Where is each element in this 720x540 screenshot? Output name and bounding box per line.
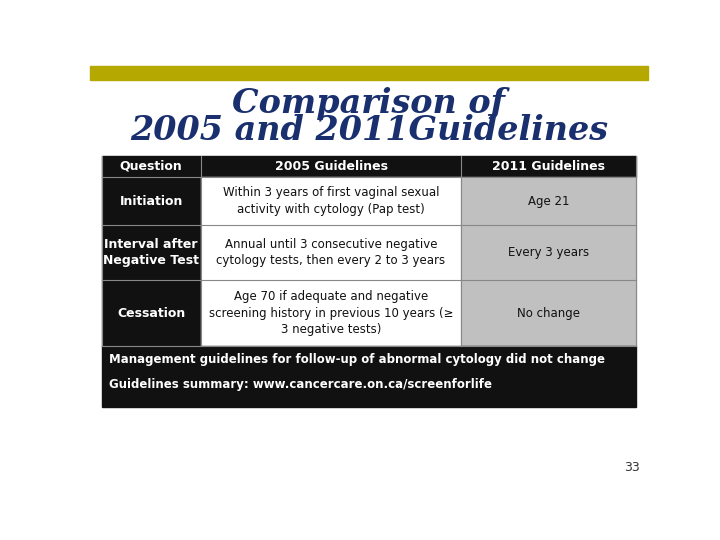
Text: Annual until 3 consecutive negative
cytology tests, then every 2 to 3 years: Annual until 3 consecutive negative cyto…: [217, 238, 446, 267]
Bar: [102, 346, 636, 408]
Text: Age 21: Age 21: [528, 194, 570, 207]
Text: Interval after
Negative Test: Interval after Negative Test: [103, 238, 199, 267]
Bar: [462, 280, 636, 346]
Text: Initiation: Initiation: [120, 194, 183, 207]
Text: Guidelines summary: www.cancercare.on.ca/screenforlife: Guidelines summary: www.cancercare.on.ca…: [109, 378, 492, 391]
Text: Question: Question: [120, 160, 183, 173]
Text: 2005 Guidelines: 2005 Guidelines: [274, 160, 387, 173]
Text: Cessation: Cessation: [117, 307, 185, 320]
Bar: [102, 156, 636, 177]
Text: Management guidelines for follow-up of abnormal cytology did not change: Management guidelines for follow-up of a…: [109, 353, 606, 366]
Bar: [201, 225, 462, 280]
Bar: [201, 177, 462, 225]
Bar: [102, 225, 201, 280]
Text: Within 3 years of first vaginal sexual
activity with cytology (Pap test): Within 3 years of first vaginal sexual a…: [222, 186, 439, 216]
Bar: [102, 177, 201, 225]
Text: No change: No change: [517, 307, 580, 320]
Text: 33: 33: [624, 462, 640, 475]
Text: 2011 Guidelines: 2011 Guidelines: [492, 160, 606, 173]
Bar: [102, 280, 201, 346]
Text: Comparison of: Comparison of: [233, 87, 505, 120]
Text: Every 3 years: Every 3 years: [508, 246, 590, 259]
Bar: [201, 280, 462, 346]
Bar: [90, 66, 648, 80]
Text: 2005 and 2011Guidelines: 2005 and 2011Guidelines: [130, 114, 608, 147]
Bar: [462, 225, 636, 280]
Bar: [462, 177, 636, 225]
Text: Age 70 if adequate and negative
screening history in previous 10 years (≥
3 nega: Age 70 if adequate and negative screenin…: [209, 290, 454, 336]
